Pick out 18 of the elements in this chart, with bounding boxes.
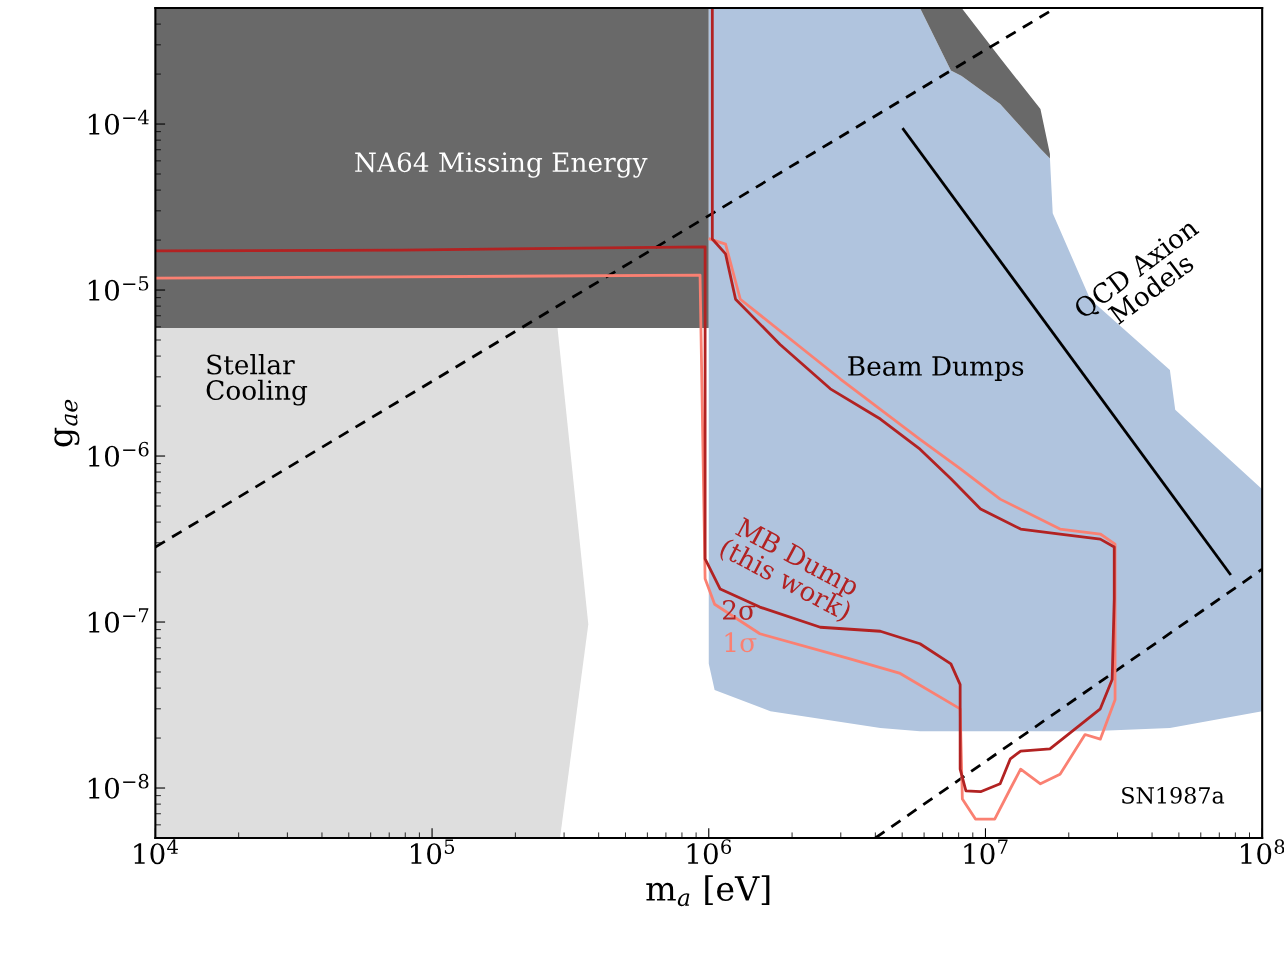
annotation: 1σ [725,632,757,653]
y-axis-title: g$_{ae}$ [54,399,80,447]
x-tick-label: 10$^{5}$ [411,839,455,865]
y-tick-label: 10$^{−8}$ [88,773,149,799]
x-tick-label: 10$^{8}$ [1241,839,1284,865]
x-tick-label: 10$^{7}$ [964,839,1008,865]
x-tick-label: 10$^{6}$ [687,839,732,865]
annotation: Beam Dumps [848,356,1024,381]
y-tick-label: 10$^{−5}$ [88,276,149,301]
x-tick-label: 10$^{4}$ [134,839,178,865]
y-tick-label: 10$^{−6}$ [88,441,149,467]
annotation: NA64 Missing Energy [355,152,648,178]
annotation: SN1987a [1122,786,1225,804]
x-axis-title: m$_{a}$ [eV] [646,875,770,907]
annotation: 2σ [723,599,756,620]
annotation: Stellar Cooling [206,354,308,406]
y-tick-label: 10$^{−7}$ [88,608,149,633]
y-tick-label: 10$^{−4}$ [88,109,149,135]
